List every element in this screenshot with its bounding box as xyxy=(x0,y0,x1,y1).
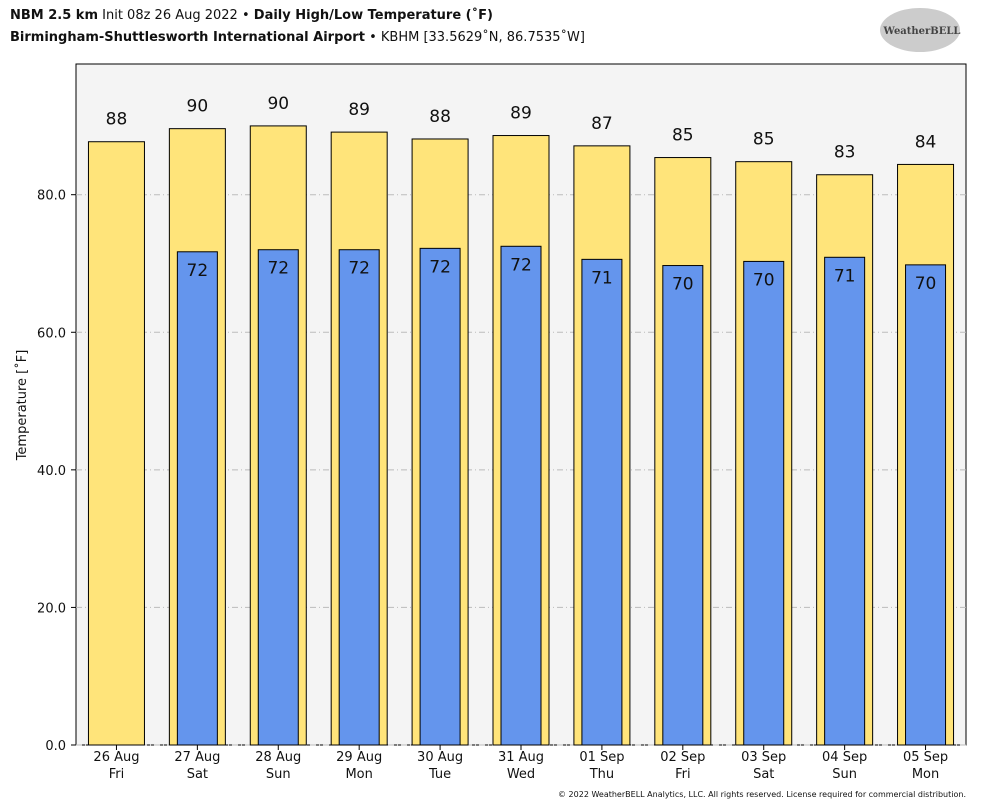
footer: © 2022 WeatherBELL Analytics, LLC. All r… xyxy=(558,790,966,799)
chart-title: NBM 2.5 km Init 08z 26 Aug 2022 • Daily … xyxy=(10,7,493,23)
x-tick-sublabel: Fri xyxy=(109,767,125,782)
value-label: 70 xyxy=(915,274,937,294)
value-label: 87 xyxy=(591,114,613,134)
x-tick-label: 29 Aug xyxy=(336,750,382,765)
value-label: 83 xyxy=(834,143,856,163)
bar xyxy=(257,249,299,746)
bar xyxy=(743,260,785,746)
x-tick-sublabel: Tue xyxy=(428,767,451,782)
x-tick-label: 26 Aug xyxy=(93,750,139,765)
logo: WeatherBELL xyxy=(883,26,961,37)
value-label: 71 xyxy=(591,268,613,288)
bar xyxy=(905,264,947,746)
value-label: 70 xyxy=(753,270,775,290)
value-label: 72 xyxy=(429,257,451,277)
bar xyxy=(176,251,218,746)
x-tick-sublabel: Wed xyxy=(507,767,535,782)
x-tick-label: 03 Sep xyxy=(741,750,786,765)
x-tick-sublabel: Sun xyxy=(266,767,291,782)
x-tick-label: 27 Aug xyxy=(174,750,220,765)
logo-badge xyxy=(880,8,960,52)
value-label: 88 xyxy=(106,110,128,130)
value-label: 90 xyxy=(187,97,209,117)
title-part: NBM 2.5 km xyxy=(10,8,98,23)
bar xyxy=(581,258,623,746)
title-part: Daily High/Low Temperature (˚F) xyxy=(254,7,493,23)
value-label: 88 xyxy=(429,107,451,127)
x-tick-sublabel: Sun xyxy=(832,767,857,782)
value-label: 70 xyxy=(672,275,694,295)
chart-subtitle: Birmingham-Shuttlesworth International A… xyxy=(10,29,585,45)
x-tick-label: 05 Sep xyxy=(903,750,948,765)
bar xyxy=(662,265,704,746)
x-tick-sublabel: Sat xyxy=(753,767,774,782)
value-label: 85 xyxy=(753,130,775,150)
y-tick-label: 40.0 xyxy=(37,464,66,479)
value-label: 72 xyxy=(267,259,289,279)
value-label: 84 xyxy=(915,132,937,152)
x-tick-sublabel: Mon xyxy=(912,767,939,782)
y-tick-label: 60.0 xyxy=(37,326,66,341)
y-axis-label: Temperature [˚F] xyxy=(14,350,30,462)
value-label: 90 xyxy=(267,94,289,114)
value-label: 89 xyxy=(348,100,370,120)
x-tick-sublabel: Fri xyxy=(675,767,691,782)
x-tick-label: 30 Aug xyxy=(417,750,463,765)
y-tick-label: 80.0 xyxy=(37,189,66,204)
x-tick-sublabel: Sat xyxy=(187,767,208,782)
subtitle-part: • KBHM [33.5629˚N, 86.7535˚W] xyxy=(369,29,585,45)
value-label: 72 xyxy=(510,255,532,275)
y-tick-label: 20.0 xyxy=(37,601,66,616)
value-label: 89 xyxy=(510,104,532,124)
value-label: 85 xyxy=(672,126,694,146)
bar xyxy=(419,247,461,746)
x-tick-sublabel: Thu xyxy=(589,767,614,782)
x-tick-label: 01 Sep xyxy=(579,750,624,765)
bar xyxy=(338,249,380,746)
x-tick-label: 02 Sep xyxy=(660,750,705,765)
bar xyxy=(87,141,145,746)
value-label: 72 xyxy=(348,259,370,279)
x-tick-label: 04 Sep xyxy=(822,750,867,765)
x-tick-sublabel: Mon xyxy=(345,767,372,782)
subtitle-part: Birmingham-Shuttlesworth International A… xyxy=(10,30,365,45)
x-tick-label: 28 Aug xyxy=(255,750,301,765)
x-tick-label: 31 Aug xyxy=(498,750,544,765)
bar xyxy=(824,256,866,746)
value-label: 72 xyxy=(187,261,209,281)
title-part: Init 08z 26 Aug 2022 • xyxy=(102,8,250,23)
bar xyxy=(500,245,542,746)
value-label: 71 xyxy=(834,266,856,286)
y-tick-label: 0.0 xyxy=(45,739,66,754)
